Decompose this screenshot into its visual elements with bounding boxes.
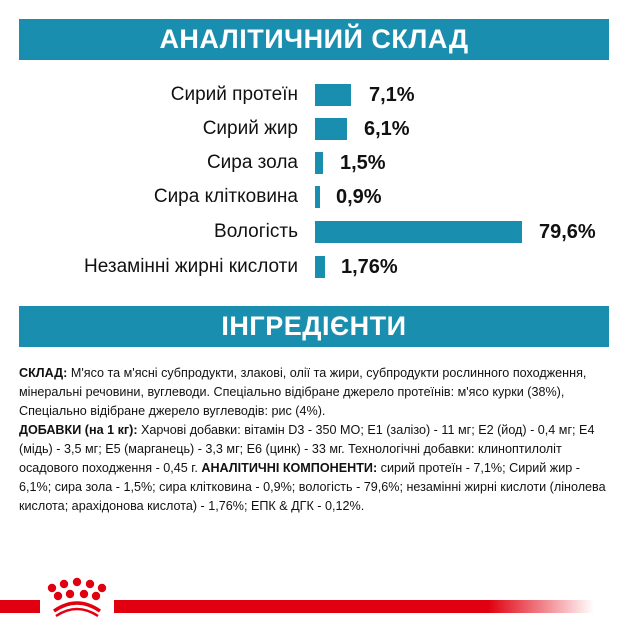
- ingredients-banner: ІНГРЕДІЄНТИ: [19, 306, 609, 347]
- row-bar: [315, 256, 325, 278]
- analytic-row-fat: Сирий жир 6,1%: [0, 117, 630, 141]
- composition-label: СКЛАД:: [19, 366, 68, 380]
- row-value: 7,1%: [369, 84, 415, 106]
- analytic-composition-banner: АНАЛІТИЧНИЙ СКЛАД: [19, 19, 609, 60]
- row-bar: [315, 118, 347, 140]
- row-value: 1,76%: [341, 256, 398, 278]
- row-value: 1,5%: [340, 152, 386, 174]
- row-bar: [315, 221, 522, 243]
- analytic-row-fiber: Сира клітковина 0,9%: [0, 185, 630, 209]
- analytic-composition-title: АНАЛІТИЧНИЙ СКЛАД: [159, 24, 469, 54]
- row-bar: [315, 152, 323, 174]
- row-label: Сира клітковина: [153, 186, 298, 207]
- ingredients-title: ІНГРЕДІЄНТИ: [221, 311, 407, 341]
- analytic-components-text: сирий протеїн - 7,1%; Сирий жир - 6,1%; …: [19, 461, 606, 513]
- row-value: 0,9%: [336, 186, 382, 208]
- row-value: 6,1%: [364, 118, 410, 140]
- crown-icon: [47, 577, 107, 618]
- row-label: Сирий жир: [202, 118, 298, 139]
- row-label: Сира зола: [206, 152, 298, 173]
- analytic-components-label: АНАЛІТИЧНІ КОМПОНЕНТИ:: [201, 461, 378, 475]
- row-bar: [315, 84, 351, 106]
- ingredients-text: СКЛАД: М'ясо та м'ясні субпродукти, злак…: [19, 364, 614, 516]
- analytic-row-moisture: Вологість 79,6%: [0, 220, 630, 244]
- row-value: 79,6%: [539, 221, 596, 243]
- additives-label: ДОБАВКИ (на 1 кг):: [19, 423, 138, 437]
- composition-text: М'ясо та м'ясні субпродукти, злакові, ол…: [19, 366, 587, 418]
- red-line-right: [114, 600, 594, 613]
- row-label: Сирий протеїн: [170, 84, 298, 105]
- row-label: Вологість: [214, 221, 298, 242]
- additives-text: Харчові добавки: вітамін D3 - 350 МО; E1…: [19, 423, 595, 475]
- row-bar: [315, 186, 320, 208]
- red-line-left: [0, 600, 40, 613]
- row-label: Незамінні жирні кислоти: [84, 256, 298, 277]
- analytic-row-protein: Сирий протеїн 7,1%: [0, 83, 630, 107]
- analytic-row-ash: Сира зола 1,5%: [0, 151, 630, 175]
- analytic-row-efa: Незамінні жирні кислоти 1,76%: [0, 255, 630, 279]
